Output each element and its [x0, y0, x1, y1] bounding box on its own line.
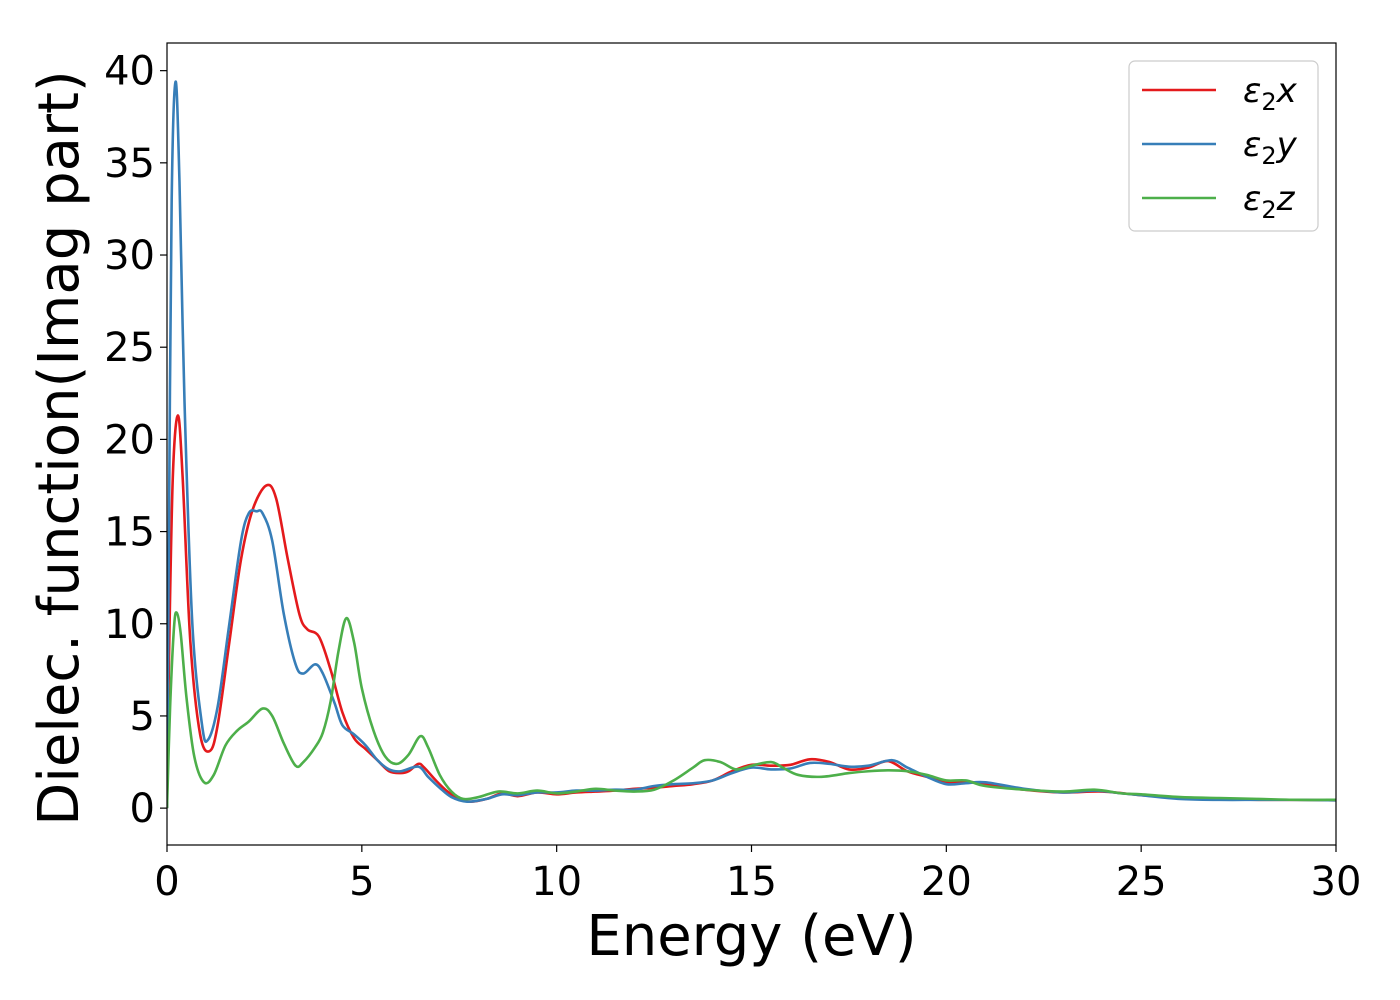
x-tick-label: 10: [531, 859, 582, 905]
y-tick-label: 30: [104, 233, 155, 279]
legend-label-x: ε2x: [1243, 71, 1298, 116]
y-tick-label: 5: [130, 694, 155, 740]
series-layer: [167, 80, 1336, 809]
y-tick-label: 10: [104, 602, 155, 648]
y-tick-label: 25: [104, 325, 155, 371]
ticks-layer: 0 5 10 15 20 25 30 0 5 10 15 20 25 30 35 40: [104, 49, 1361, 905]
y-axis-label: Dielec. function(Imag part): [27, 70, 92, 826]
x-axis-label: Energy (eV): [586, 904, 916, 969]
x-tick-label: 25: [1116, 859, 1167, 905]
series-line-z: [167, 611, 1336, 809]
x-tick-label: 20: [921, 859, 972, 905]
x-tick-label: 5: [349, 859, 374, 905]
legend: ε2x ε2y ε2z: [1128, 60, 1319, 232]
y-tick-label: 15: [104, 510, 155, 556]
y-tick-label: 20: [104, 417, 155, 463]
y-tick-label: 35: [104, 141, 155, 187]
x-tick-label: 30: [1311, 859, 1362, 905]
series-line-y: [167, 80, 1336, 809]
series-line-x: [167, 414, 1336, 809]
x-tick-label: 15: [726, 859, 777, 905]
legend-label-y: ε2y: [1243, 125, 1298, 170]
legend-label-z: ε2z: [1243, 179, 1296, 224]
y-tick-label: 0: [130, 786, 155, 832]
y-tick-label: 40: [104, 49, 155, 95]
x-tick-label: 0: [154, 859, 179, 905]
legend-box: [1128, 60, 1319, 232]
